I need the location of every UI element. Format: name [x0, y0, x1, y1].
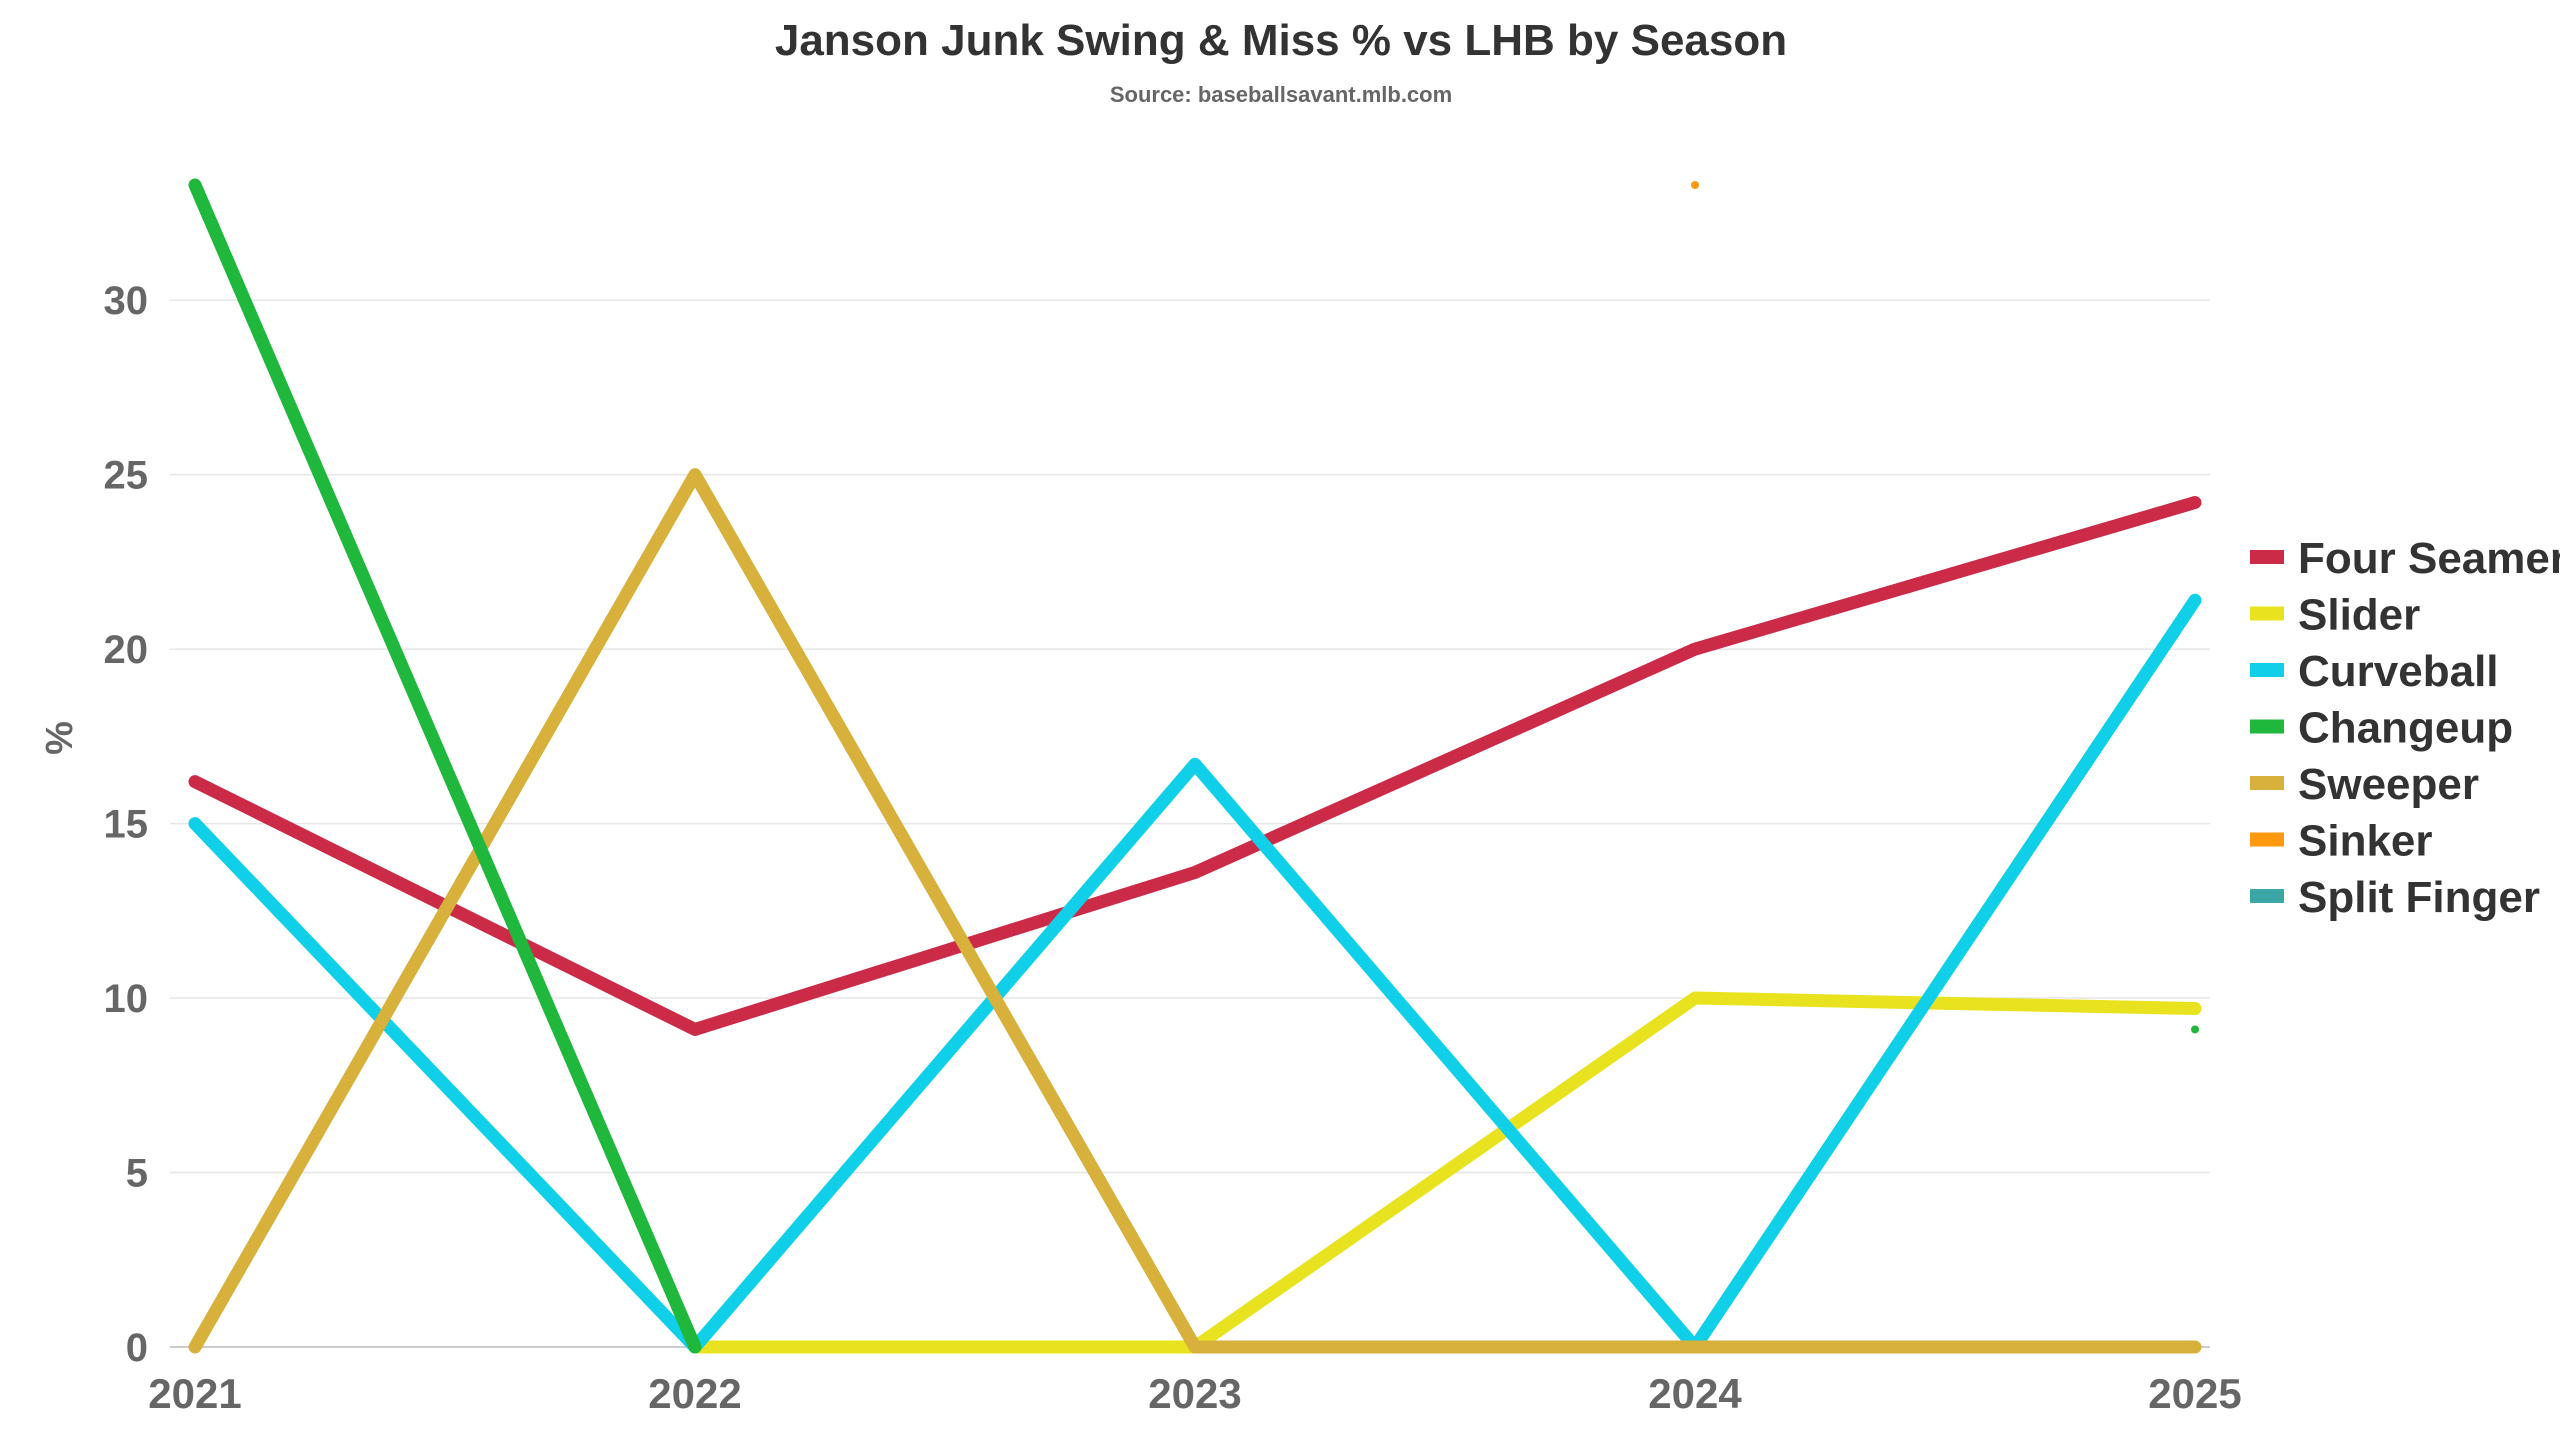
legend-label-curveball: Curveball	[2298, 647, 2499, 696]
y-tick-label: 30	[104, 279, 149, 323]
x-tick-label: 2022	[648, 1370, 741, 1417]
y-tick-label: 25	[104, 454, 149, 498]
legend-swatch-sinker	[2250, 832, 2284, 847]
y-tick-label: 0	[126, 1326, 148, 1370]
y-axis-ticks: 0 5 10 15 20 25 30	[104, 279, 149, 1370]
series-line-changeup	[188, 178, 702, 1354]
series-line-sweeper	[188, 468, 2202, 1354]
series-point-changeup	[2191, 1025, 2199, 1034]
legend-swatch-changeup	[2250, 719, 2284, 734]
legend-swatch-four-seamer	[2250, 550, 2284, 564]
y-tick-label: 15	[104, 803, 149, 847]
series-line-slider	[688, 991, 2202, 1354]
x-tick-label: 2024	[1648, 1370, 1742, 1417]
y-tick-label: 5	[126, 1152, 148, 1196]
legend-swatch-split-finger	[2250, 889, 2284, 903]
legend-label-four-seamer: Four Seamer	[2298, 534, 2560, 583]
x-axis-ticks: 2021 2022 2023 2024 2025	[148, 1370, 2241, 1417]
legend-label-sweeper: Sweeper	[2298, 760, 2479, 809]
series-line-curveball	[188, 593, 2202, 1354]
legend-swatch-slider	[2250, 606, 2284, 621]
legend-label-sinker: Sinker	[2298, 817, 2433, 866]
series-changeup	[188, 178, 2199, 1354]
legend-label-split-finger: Split Finger	[2298, 873, 2540, 922]
legend-swatch-curveball	[2250, 663, 2284, 677]
legend-swatch-sweeper	[2250, 776, 2284, 790]
x-tick-label: 2025	[2148, 1370, 2241, 1417]
x-tick-label: 2021	[148, 1370, 241, 1417]
legend-label-changeup: Changeup	[2298, 704, 2513, 753]
legend: Four Seamer Slider Curveball Changeup Sweepe…	[2250, 534, 2560, 922]
y-tick-label: 20	[104, 628, 149, 672]
chart-title: Janson Junk Swing & Miss % vs LHB by Sea…	[775, 16, 1787, 65]
legend-label-slider: Slider	[2298, 591, 2420, 640]
series-curveball	[188, 593, 2202, 1354]
x-tick-label: 2023	[1148, 1370, 1241, 1417]
series-point-sinker	[1691, 181, 1699, 189]
chart-subtitle: Source: baseballsavant.mlb.com	[1110, 82, 1452, 107]
y-tick-label: 10	[104, 977, 149, 1021]
series-slider	[688, 991, 2202, 1354]
series-sweeper	[188, 468, 2202, 1354]
series-sinker	[1691, 181, 1699, 189]
y-axis-label: %	[39, 721, 81, 755]
series-lines	[188, 178, 2202, 1354]
